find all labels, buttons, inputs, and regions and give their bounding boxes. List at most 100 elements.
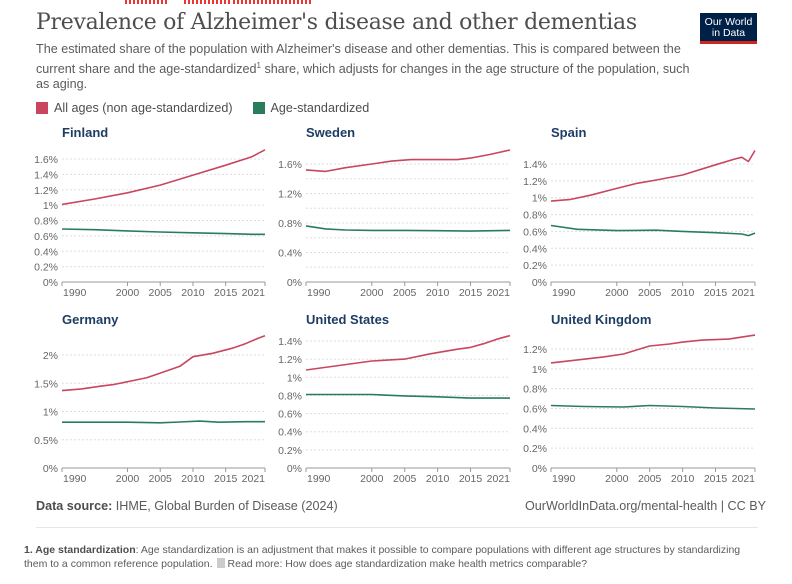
owid-logo[interactable]: Our World in Data (700, 13, 757, 44)
series-line-all-ages (305, 149, 511, 173)
y-tick-label: 0% (532, 277, 547, 289)
x-tick-label: 2000 (605, 473, 629, 485)
x-tick-label: 1990 (552, 287, 576, 299)
chart-subtitle: The estimated share of the population wi… (36, 42, 696, 93)
series-line-age-standardized (306, 393, 510, 399)
footnote-marker[interactable]: 1 (256, 60, 261, 70)
y-tick-label: 1.4% (278, 336, 302, 348)
x-tick-label: 2010 (426, 287, 450, 299)
y-tick-label: 1.2% (523, 176, 547, 188)
y-tick-label: 0.2% (278, 445, 302, 457)
data-source: Data source: IHME, Global Burden of Dise… (36, 499, 338, 513)
x-tick-label: 1990 (307, 473, 331, 485)
footer-url: OurWorldInData.org/mental-health | CC BY (525, 499, 766, 513)
y-tick-label: 0.4% (523, 243, 547, 255)
source-text: IHME, Global Burden of Disease (2024) (112, 499, 338, 513)
spellcheck-underline (233, 0, 311, 4)
legend: All ages (non age-standardized) Age-stan… (36, 101, 369, 115)
x-tick-label: 2010 (426, 473, 450, 485)
series-line-all-ages (61, 149, 266, 206)
series-line-age-standardized (61, 228, 265, 236)
facet-united-kingdom: United Kingdom 0% 0.2% 0.4% 0.6% 0.8% 1% 1.2% 19… (523, 312, 756, 485)
y-tick-label: 1.5% (34, 378, 58, 390)
series-line-all-ages (550, 334, 756, 364)
series-line-all-ages (550, 150, 756, 202)
facet-title: United Kingdom (551, 312, 651, 327)
y-tick-label: 0% (287, 277, 302, 289)
logo-line2: in Data (711, 27, 746, 39)
y-tick-label: 1.6% (34, 154, 58, 166)
facet-title: Spain (551, 125, 586, 140)
legend-item-age-standardized[interactable]: Age-standardized (252, 101, 370, 115)
chart-title: Prevalence of Alzheimer's disease and ot… (36, 10, 637, 35)
divider (36, 527, 758, 528)
legend-label: All ages (non age-standardized) (54, 101, 233, 115)
x-tick-label: 2015 (704, 287, 728, 299)
y-tick-label: 0% (43, 277, 58, 289)
x-tick-label: 2021 (487, 473, 511, 485)
y-tick-label: 0% (287, 463, 302, 475)
read-more-link[interactable]: Read more: How does age standardization … (227, 557, 588, 570)
series-line-all-ages (305, 334, 511, 371)
x-tick-label: 2010 (181, 287, 205, 299)
owid-link[interactable]: OurWorldInData.org/mental-health (524, 499, 718, 513)
y-tick-label: 0.4% (278, 427, 302, 439)
x-tick-label: 2015 (214, 473, 238, 485)
logo-line1: Our World (704, 16, 753, 28)
x-tick-label: 2010 (181, 473, 205, 485)
subtitle-part1: The estimated share of the population wi… (36, 42, 681, 76)
x-tick-label: 2021 (242, 287, 266, 299)
y-tick-label: 1.4% (34, 169, 58, 181)
y-tick-label: 1% (287, 372, 302, 384)
source-label: Data source: (36, 499, 113, 513)
y-tick-label: 0.4% (278, 248, 302, 260)
x-tick-label: 2005 (149, 287, 173, 299)
legend-swatch-all-ages (36, 102, 48, 114)
x-tick-label: 1990 (63, 287, 87, 299)
y-tick-label: 0.8% (523, 210, 547, 222)
series-line-all-ages (61, 335, 266, 392)
x-tick-label: 2015 (704, 473, 728, 485)
y-tick-label: 0.6% (278, 409, 302, 421)
x-tick-label: 1990 (307, 287, 331, 299)
x-tick-label: 2021 (242, 473, 266, 485)
x-tick-label: 2015 (459, 473, 483, 485)
facet-spain: Spain 0% 0.2% 0.4% 0.6% 0.8% 1% 1.2% 1.4% 1990 200… (523, 125, 756, 299)
facet-finland: Finland 0% 0.2% 0.4% 0.6% 0.8% 1% 1.2% 1.4% 1.6% 1… (34, 125, 266, 299)
y-tick-label: 2% (43, 350, 58, 362)
y-tick-label: 0.6% (523, 226, 547, 238)
y-tick-label: 0.4% (523, 423, 547, 435)
facet-title: United States (306, 312, 389, 327)
subtitle-part2: share, which adjusts for changes in the … (36, 61, 690, 92)
x-tick-label: 2021 (732, 287, 756, 299)
note-label: 1. Age standardization (24, 544, 136, 556)
y-tick-label: 0.5% (34, 435, 58, 447)
x-tick-label: 2000 (116, 473, 140, 485)
x-tick-label: 2005 (638, 287, 662, 299)
y-tick-label: 0.6% (523, 404, 547, 416)
x-tick-label: 2000 (360, 473, 384, 485)
y-tick-label: 0.4% (34, 246, 58, 258)
legend-label: Age-standardized (270, 101, 370, 115)
y-tick-label: 1.2% (34, 185, 58, 197)
y-tick-label: 1% (532, 193, 547, 205)
legend-item-all-ages[interactable]: All ages (non age-standardized) (36, 101, 233, 115)
x-tick-label: 2010 (671, 473, 695, 485)
footnote: 1. Age standardization: Age standardizat… (24, 544, 764, 571)
x-tick-label: 2005 (393, 473, 417, 485)
y-tick-label: 1.4% (523, 159, 547, 171)
series-line-age-standardized (62, 420, 265, 424)
x-tick-label: 1990 (552, 473, 576, 485)
series-line-age-standardized (550, 224, 756, 237)
facet-united-states: United States 0% 0.2% 0.4% 0.6% 0.8% 1% 1.2% 1.4… (278, 312, 511, 485)
y-tick-label: 0.2% (523, 260, 547, 272)
facet-germany: Germany 0% 0.5% 1% 1.5% 2% 1990 2000 2005 2010 201… (34, 312, 266, 485)
series-line-age-standardized (305, 225, 511, 232)
facet-title: Germany (62, 312, 119, 327)
y-tick-label: 0.8% (523, 384, 547, 396)
y-tick-label: 1% (43, 407, 58, 419)
x-tick-label: 1990 (63, 473, 87, 485)
license: | CC BY (717, 499, 766, 513)
facet-title: Sweden (306, 125, 355, 140)
